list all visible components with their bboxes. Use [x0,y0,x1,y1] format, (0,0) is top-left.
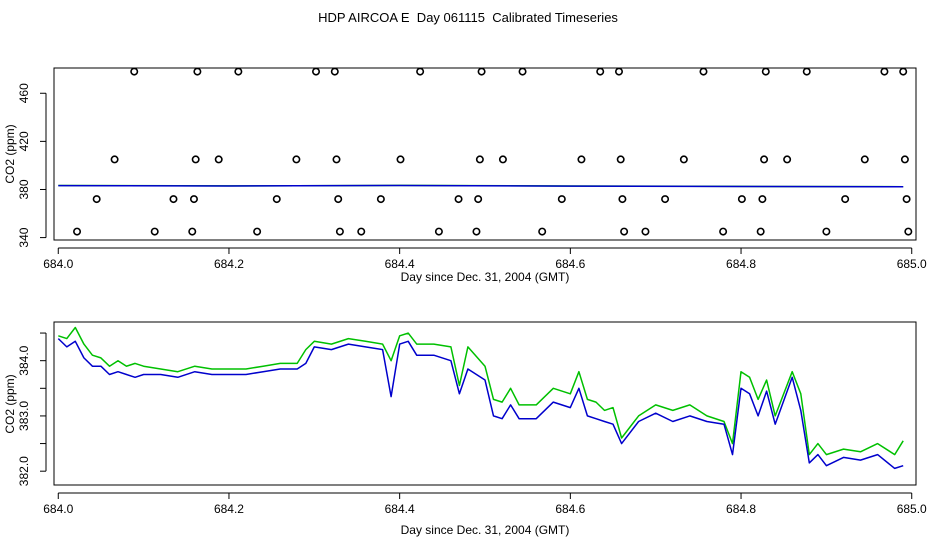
top-scatter-point [620,227,629,236]
top-x-tick-label: 684.4 [385,257,415,271]
top-scatter-point [169,195,178,204]
top-scatter-point [538,227,547,236]
top-y-axis-label: CO2 (ppm) [3,124,17,183]
top-scatter-point [699,67,708,76]
top-scatter-point [557,195,566,204]
top-scatter-point [73,227,82,236]
bottom-series-layer [57,326,904,470]
top-scatter-point [783,155,792,164]
top-scatter-point [477,67,486,76]
top-scatter-point [357,227,366,236]
top-x-tick-label: 684.8 [726,257,756,271]
top-scatter-point [191,155,200,164]
top-scatter-point [761,67,770,76]
top-scatter-point [679,155,688,164]
bottom-x-axis-label: Day since Dec. 31, 2004 (GMT) [401,523,570,537]
top-scatter-point [860,155,869,164]
top-scatter-point [189,195,198,204]
top-scatter-point [416,67,425,76]
top-scatter-point [454,195,463,204]
top-x-tick-label: 684.2 [214,257,244,271]
top-scatter-point [719,227,728,236]
top-scatter-point [614,67,623,76]
top-scatter-point [335,227,344,236]
top-scatter-point [92,195,101,204]
top-scatter-point [904,227,913,236]
top-scatter-point [272,195,281,204]
top-y-axis: 340 380 420 460 [17,83,47,248]
top-scatter-point [150,227,159,236]
bottom-x-tick-label: 684.2 [214,502,244,516]
top-scatter-point [330,67,339,76]
top-scatter-point [880,67,889,76]
top-points-layer [73,67,913,236]
bottom-plot-frame [53,321,917,486]
top-scatter-point [434,227,443,236]
top-y-tick-label: 460 [17,83,31,103]
top-scatter-point [472,227,481,236]
top-y-tick-label: 420 [17,131,31,151]
top-series-layer [58,184,904,188]
top-scatter-point [618,195,627,204]
top-scatter-point [902,195,911,204]
bottom-y-tick-label: 382.0 [17,456,31,486]
top-x-tick-label: 684.0 [43,257,73,271]
top-scatter-point [841,195,850,204]
top-y-tick-label: 380 [17,179,31,199]
top-scatter-point [737,195,746,204]
top-x-axis: 684.0 684.2 684.4 684.6 684.8 685.0 [43,247,927,271]
bottom-x-tick-label: 684.4 [385,502,415,516]
top-scatter-point [193,67,202,76]
top-scatter-point [312,67,321,76]
top-scatter-point [334,195,343,204]
top-scatter-point [760,155,769,164]
top-x-tick-label: 685.0 [897,257,927,271]
top-scatter-point [661,195,670,204]
top-scatter-point [292,155,301,164]
bottom-series-green-line [58,326,904,456]
top-scatter-point [758,195,767,204]
top-scatter-point [130,67,139,76]
top-scatter-point [641,227,650,236]
top-scatter-point [110,155,119,164]
top-scatter-point [474,195,483,204]
top-plot-frame [53,67,917,241]
top-scatter-point [616,155,625,164]
top-scatter-point [214,155,223,164]
top-scatter-point [332,155,341,164]
bottom-x-tick-label: 684.6 [555,502,585,516]
top-scatter-point [899,67,908,76]
bottom-y-axis: 382.0 383.0 384.0 [17,332,47,486]
bottom-panel: 684.0 684.2 684.4 684.6 684.8 685.0 382.0 383.… [3,321,927,537]
top-y-tick-label: 340 [17,227,31,247]
bottom-y-tick-label: 383.0 [17,401,31,431]
top-scatter-point [518,67,527,76]
bottom-series-blue-line [57,338,904,470]
top-scatter-point [802,67,811,76]
top-scatter-point [188,227,197,236]
bottom-y-tick-label: 384.0 [17,345,31,375]
top-panel: 684.0 684.2 684.4 684.6 684.8 685.0 340 380 420… [3,67,927,284]
top-x-tick-label: 684.6 [555,257,585,271]
top-scatter-point [900,155,909,164]
bottom-y-axis-label: CO2 (ppm) [3,374,17,433]
bottom-x-tick-label: 684.0 [43,502,73,516]
top-scatter-point [475,155,484,164]
figure-title: HDP AIRCOA E Day 061115 Calibrated Times… [318,10,618,25]
top-scatter-point [596,67,605,76]
top-scatter-point [253,227,262,236]
top-scatter-point [498,155,507,164]
top-scatter-point [756,227,765,236]
bottom-x-tick-label: 684.8 [726,502,756,516]
bottom-x-axis: 684.0 684.2 684.4 684.6 684.8 685.0 [43,492,927,516]
top-x-axis-label: Day since Dec. 31, 2004 (GMT) [401,270,570,284]
top-scatter-point [396,155,405,164]
top-scatter-point [577,155,586,164]
top-scatter-point [234,67,243,76]
bottom-x-tick-label: 685.0 [897,502,927,516]
top-scatter-point [822,227,831,236]
top-scatter-point [376,195,385,204]
top-series-blue-line [58,184,904,188]
